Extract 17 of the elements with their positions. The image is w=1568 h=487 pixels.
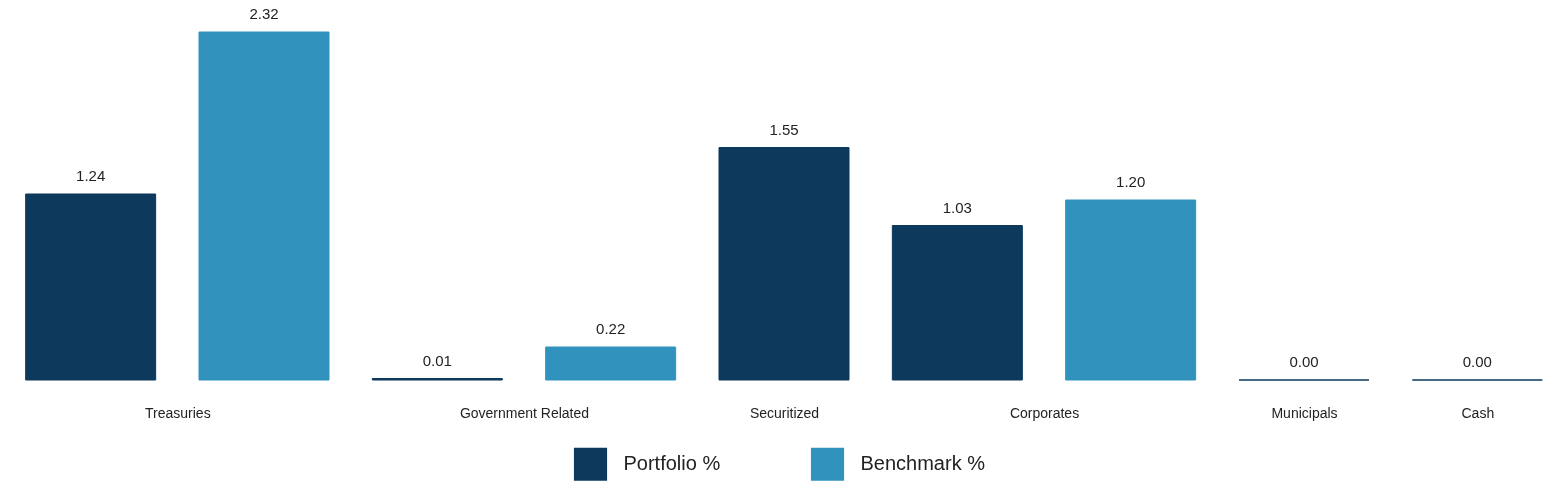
- data-label: 0.01: [422, 351, 452, 369]
- data-label: 1.03: [942, 198, 972, 216]
- data-label: 0.00: [1289, 353, 1319, 370]
- data-label: 1.55: [769, 120, 799, 138]
- x-tick-label: Corporates: [1009, 404, 1080, 421]
- data-label: 0.22: [596, 320, 626, 337]
- legend-label: Benchmark %: [860, 452, 986, 475]
- data-label: 0.00: [1462, 353, 1492, 370]
- x-tick-label: Municipals: [1271, 404, 1338, 421]
- legend-label: Portfolio %: [623, 452, 721, 475]
- x-tick-label: Treasuries: [145, 404, 211, 421]
- data-label: 1.20: [1116, 173, 1146, 190]
- data-label: 1.24: [76, 167, 106, 184]
- x-tick-label: Government Related: [459, 404, 590, 421]
- data-label: 2.32: [249, 5, 279, 22]
- x-tick-label: Securitized: [749, 404, 820, 421]
- x-tick-label: Cash: [1461, 404, 1495, 421]
